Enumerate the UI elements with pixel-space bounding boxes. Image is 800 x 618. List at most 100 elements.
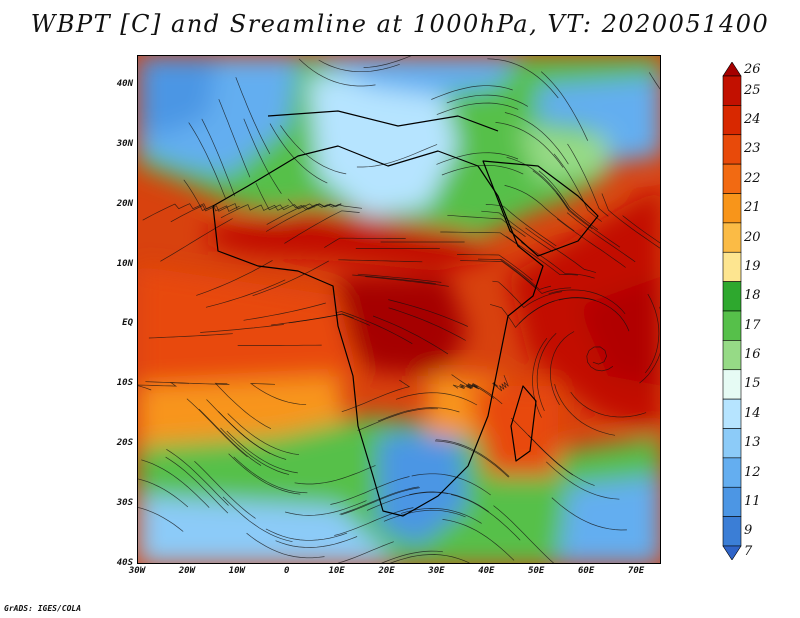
- streamline: [148, 333, 233, 339]
- colorbar-label: 22: [744, 170, 761, 186]
- streamline: [457, 254, 533, 281]
- streamline: [447, 214, 526, 237]
- streamline: [227, 413, 300, 456]
- streamline: [141, 459, 210, 508]
- lon-tick-label: 20W: [178, 566, 196, 576]
- streamline: [255, 182, 315, 211]
- streamline: [546, 461, 620, 500]
- lon-tick-label: 60E: [578, 566, 595, 576]
- colorbar-label: 21: [744, 200, 761, 216]
- streamline: [431, 85, 513, 100]
- streamline: [436, 102, 519, 115]
- colorbar-swatch-21: [722, 193, 742, 224]
- streamline: [381, 550, 443, 563]
- streamline: [243, 302, 326, 321]
- map-plot-area: [137, 55, 661, 564]
- streamline: [266, 203, 342, 225]
- streamline: [525, 227, 597, 273]
- lat-tick-label: 10N: [116, 258, 133, 269]
- streamline: [228, 453, 301, 495]
- streamline: [487, 58, 559, 99]
- streamline: [504, 185, 575, 232]
- streamline: [451, 374, 472, 390]
- colorbar-label: 25: [744, 82, 761, 98]
- lat-tick-label: 30S: [116, 498, 133, 509]
- streamline: [249, 383, 307, 406]
- streamline: [388, 307, 466, 341]
- map-canvas: [138, 56, 660, 563]
- streamline: [357, 408, 438, 431]
- streamline: [435, 439, 510, 477]
- colorbar-swatch-9: [722, 516, 742, 547]
- colorbar-swatch-22: [722, 163, 742, 194]
- lon-tick-label: 70E: [627, 566, 645, 576]
- streamline: [551, 497, 627, 531]
- streamline: [318, 59, 400, 73]
- colorbar-label: 11: [744, 493, 761, 509]
- streamline: [138, 478, 189, 508]
- streamline: [280, 125, 347, 175]
- lat-tick-label: 20S: [116, 438, 133, 449]
- streamline: [138, 382, 190, 391]
- streamline: [275, 536, 358, 548]
- streamline: [170, 203, 238, 223]
- colorbar-swatch-16: [722, 340, 742, 371]
- colorbar-label: 23: [744, 141, 761, 157]
- colorbar-swatch-14: [722, 398, 742, 429]
- streamline: [481, 210, 553, 252]
- streamline: [493, 505, 555, 563]
- streamline: [554, 384, 616, 436]
- streamline: [294, 465, 376, 485]
- streamline: [639, 306, 660, 384]
- streamline: [372, 315, 449, 355]
- colorbar-swatch-17: [722, 310, 742, 341]
- streamline: [645, 293, 660, 374]
- streamline: [188, 122, 226, 199]
- temperature-field: [138, 56, 660, 563]
- colorbar-swatch-25: [722, 75, 742, 106]
- streamline: [436, 152, 519, 165]
- streamline: [201, 118, 236, 197]
- streamline: [536, 332, 557, 412]
- streamline: [196, 260, 273, 296]
- lon-tick-label: 20E: [378, 566, 395, 576]
- streamline: [499, 259, 572, 294]
- coastlines-layer: [212, 110, 599, 517]
- colorbar-swatch-26: [722, 62, 742, 77]
- lat-tick-label: 30N: [116, 138, 133, 149]
- streamline: [218, 99, 251, 178]
- streamline: [287, 198, 363, 210]
- streamline: [518, 297, 596, 324]
- streamline: [411, 473, 491, 496]
- colorbar-swatch-19: [722, 251, 742, 282]
- colorbar-label: 12: [744, 464, 761, 480]
- streamline: [460, 260, 536, 289]
- colorbar-swatch-13: [722, 428, 742, 459]
- streamline: [492, 280, 563, 308]
- streamline: [330, 476, 410, 505]
- streamline: [284, 210, 360, 244]
- streamline: [570, 391, 647, 418]
- colorbar-swatch-18: [722, 281, 742, 312]
- streamline: [471, 383, 503, 405]
- colorbar-swatch-12: [722, 457, 742, 488]
- streamline: [341, 379, 411, 413]
- streamline: [352, 274, 436, 285]
- streamline: [383, 509, 466, 522]
- streamline: [440, 231, 521, 247]
- streamline: [495, 122, 564, 168]
- streamline: [298, 58, 376, 87]
- streamline: [265, 528, 348, 541]
- streamline: [243, 118, 282, 194]
- streamline: [550, 331, 575, 406]
- streamline: [586, 346, 614, 372]
- colorbar-label: 20: [744, 229, 761, 245]
- colorbar-label: 15: [744, 376, 761, 392]
- streamline: [556, 192, 621, 248]
- streamline: [622, 215, 660, 244]
- streamline: [337, 541, 394, 563]
- streamline: [226, 430, 298, 474]
- streamline: [451, 494, 521, 541]
- colorbar-label: 16: [744, 347, 761, 363]
- streamline: [246, 532, 325, 559]
